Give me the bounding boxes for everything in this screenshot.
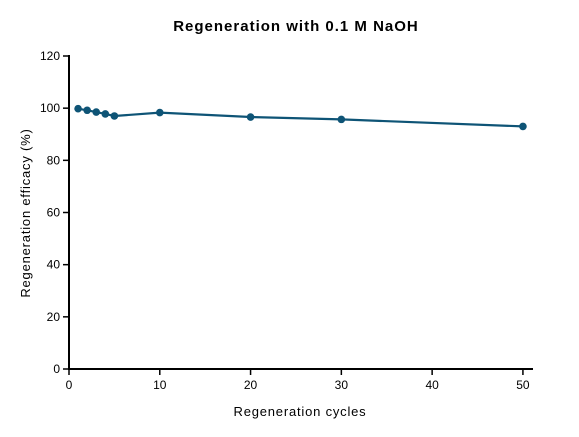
y-tick-label: 80 [47, 153, 61, 167]
y-tick-label: 60 [47, 206, 61, 220]
x-tick-label: 20 [244, 378, 258, 392]
x-tick-label: 30 [335, 378, 349, 392]
x-tick-label: 50 [516, 378, 530, 392]
x-axis-label: Regeneration cycles [234, 404, 367, 419]
y-axis-ticks: 0 20 40 60 80 100 120 [40, 49, 69, 376]
x-tick-label: 0 [66, 378, 73, 392]
series-line [77, 107, 523, 128]
data-point [155, 108, 164, 117]
y-tick-label: 100 [40, 101, 60, 115]
data-point [74, 104, 82, 113]
x-tick-label: 40 [425, 378, 439, 392]
y-axis-label: Regeneration efficacy (%) [18, 128, 33, 297]
data-point [110, 112, 119, 120]
x-tick-label: 10 [153, 378, 167, 392]
data-point [519, 122, 527, 131]
y-tick-label: 40 [47, 258, 61, 272]
y-tick-label: 120 [40, 49, 60, 63]
data-point [83, 106, 91, 115]
x-axis-ticks: 0 10 20 30 40 50 [66, 369, 530, 392]
y-tick-label: 0 [53, 362, 60, 376]
data-point [337, 115, 346, 124]
y-tick-label: 20 [47, 310, 61, 324]
data-point [92, 108, 101, 116]
data-points [74, 104, 527, 131]
data-point [246, 113, 255, 121]
chart-title: Regeneration with 0.1 M NaOH [173, 18, 419, 35]
data-point [101, 110, 110, 118]
